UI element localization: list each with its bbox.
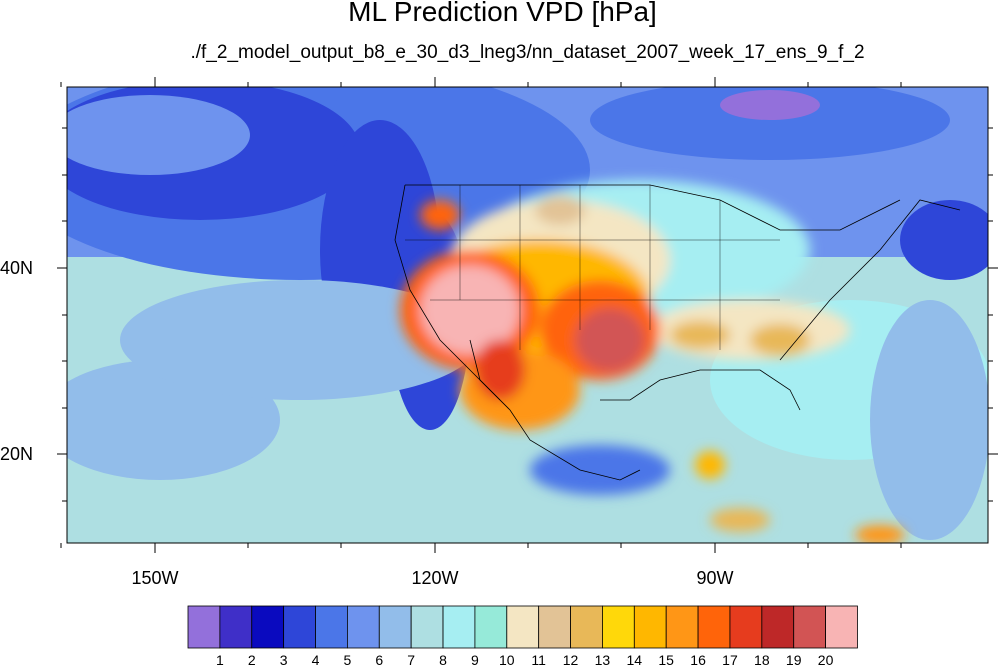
colorbar-label-14: 14: [626, 652, 643, 668]
colorbar-swatch-14: [633, 605, 667, 649]
lon-label-90w: 90W: [696, 568, 734, 588]
colorbar-label-17: 17: [722, 652, 738, 668]
colorbar-swatch-13: [602, 605, 635, 649]
colorbar-swatch-19: [793, 605, 826, 649]
colorbar-label-9: 9: [471, 652, 479, 668]
colorbar-label-2: 2: [247, 652, 256, 668]
colorbar-swatch-15: [665, 605, 699, 649]
colorbar: [187, 605, 858, 649]
colorbar-swatch-12: [570, 605, 603, 649]
colorbar-label-7: 7: [407, 652, 416, 668]
colorbar-label-3: 3: [279, 652, 288, 668]
colorbar-label-18: 18: [754, 652, 770, 668]
colorbar-swatch-0: [187, 605, 221, 649]
map-title: ML Prediction VPD [hPa]: [348, 0, 657, 27]
colorbar-label-19: 19: [785, 652, 802, 668]
colorbar-label-20: 20: [817, 652, 834, 668]
lon-label-150w: 150W: [131, 568, 179, 588]
colorbar-label-13: 13: [594, 652, 611, 668]
vpd-field: [67, 87, 988, 543]
lat-label-40n: 40N: [0, 258, 34, 278]
colorbar-label-12: 12: [562, 652, 579, 668]
colorbar-swatch-5: [346, 605, 380, 649]
colorbar-swatch-18: [761, 605, 795, 649]
colorbar-label-8: 8: [439, 652, 447, 668]
colorbar-label-15: 15: [658, 652, 674, 668]
colorbar-label-6: 6: [375, 652, 384, 668]
coastline: [394, 184, 961, 481]
colorbar-label-1: 1: [215, 652, 224, 668]
state-borders: [405, 185, 780, 350]
colorbar-swatch-1: [219, 605, 253, 649]
colorbar-label-11: 11: [531, 652, 546, 668]
colorbar-swatch-4: [315, 605, 348, 649]
colorbar-label-5: 5: [343, 652, 352, 668]
colorbar-label-16: 16: [690, 652, 706, 668]
axis-ticks: [57, 77, 998, 553]
colorbar-swatch-7: [410, 605, 444, 649]
colorbar-swatch-17: [729, 605, 763, 649]
lon-label-120w: 120W: [411, 568, 459, 588]
colorbar-label-4: 4: [311, 652, 320, 668]
colorbar-swatch-16: [697, 605, 731, 649]
colorbar-label-10: 10: [499, 652, 515, 668]
colorbar-swatch-10: [506, 605, 540, 649]
lat-label-20n: 20N: [0, 444, 34, 464]
colorbar-swatch-8: [442, 605, 476, 649]
colorbar-swatch-20: [825, 605, 858, 649]
colorbar-swatch-2: [251, 605, 285, 649]
colorbar-swatch-11: [538, 605, 571, 649]
colorbar-swatch-9: [474, 605, 508, 649]
map-subtitle: ./f_2_model_output_b8_e_30_d3_lneg3/nn_d…: [190, 42, 865, 63]
colorbar-swatch-3: [283, 605, 316, 649]
colorbar-swatch-6: [378, 605, 412, 649]
